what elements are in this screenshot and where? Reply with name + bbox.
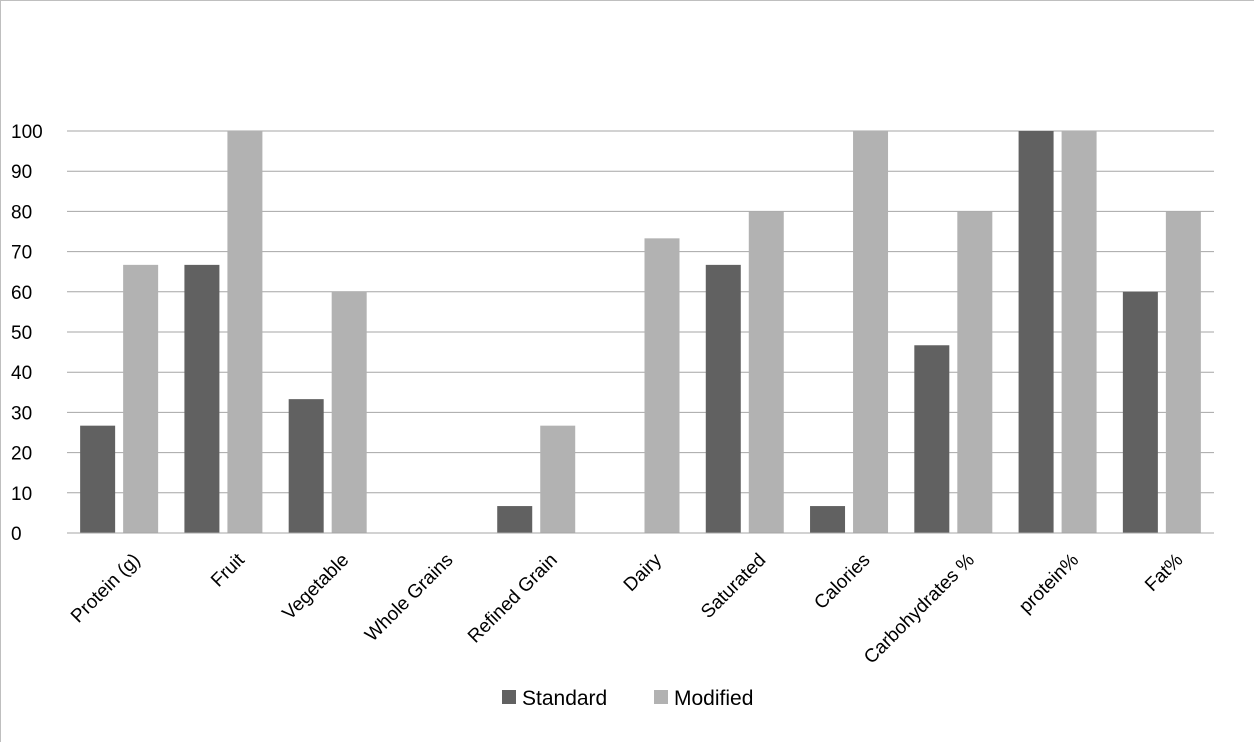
bar-modified-6 (748, 211, 784, 533)
y-tick-label: 20 (11, 444, 32, 465)
bar-standard-9 (1018, 131, 1054, 533)
category-label: Calories (810, 550, 874, 614)
legend-label-modified: Modified (674, 687, 753, 710)
bar-standard-2 (288, 399, 324, 533)
y-axis-ticks: 0 10 20 30 40 50 60 70 80 90 100 (11, 122, 43, 545)
bar-standard-4 (497, 506, 533, 533)
bar-standard-10 (1122, 291, 1158, 533)
bar-modified-9 (1061, 131, 1097, 533)
bars (80, 131, 1201, 534)
legend-swatch-modified (654, 690, 668, 704)
y-tick-label: 100 (11, 122, 43, 143)
bar-standard-7 (810, 506, 846, 533)
category-labels: Protein (g) Fruit Vegetable Whole Grains Ref… (67, 549, 1187, 668)
bar-modified-2 (331, 291, 367, 533)
bar-standard-0 (80, 425, 116, 533)
bar-standard-8 (914, 345, 950, 533)
category-label: Saturated (697, 550, 770, 623)
legend-swatch-standard (502, 690, 516, 704)
category-label: Protein (g) (67, 550, 145, 628)
y-tick-label: 40 (11, 363, 32, 384)
bar-modified-8 (957, 211, 993, 533)
category-label: Dairy (620, 549, 667, 596)
bar-standard-1 (184, 264, 220, 533)
legend-label-standard: Standard (522, 687, 607, 710)
category-label: Carbohydrates % (860, 550, 979, 669)
category-label: protein% (1015, 550, 1083, 618)
bar-standard-6 (705, 264, 741, 533)
category-label: Refined Grain (464, 550, 562, 648)
category-label: Whole Grains (361, 550, 457, 646)
bar-modified-7 (853, 131, 889, 533)
y-tick-label: 80 (11, 202, 32, 223)
y-tick-label: 50 (11, 323, 32, 344)
bar-modified-0 (123, 264, 159, 533)
bar-modified-4 (540, 425, 576, 533)
y-tick-label: 10 (11, 484, 32, 505)
y-tick-label: 70 (11, 243, 32, 264)
bar-modified-5 (644, 238, 680, 534)
y-tick-label: 0 (11, 524, 22, 545)
y-tick-label: 60 (11, 283, 32, 304)
category-label: Fruit (207, 549, 249, 591)
legend: Standard Modified (502, 687, 753, 710)
bar-modified-1 (227, 131, 263, 533)
category-label: Fat% (1141, 550, 1187, 596)
category-label: Vegetable (279, 550, 354, 625)
y-tick-label: 90 (11, 162, 32, 183)
bar-modified-10 (1165, 211, 1201, 533)
y-tick-label: 30 (11, 403, 32, 424)
